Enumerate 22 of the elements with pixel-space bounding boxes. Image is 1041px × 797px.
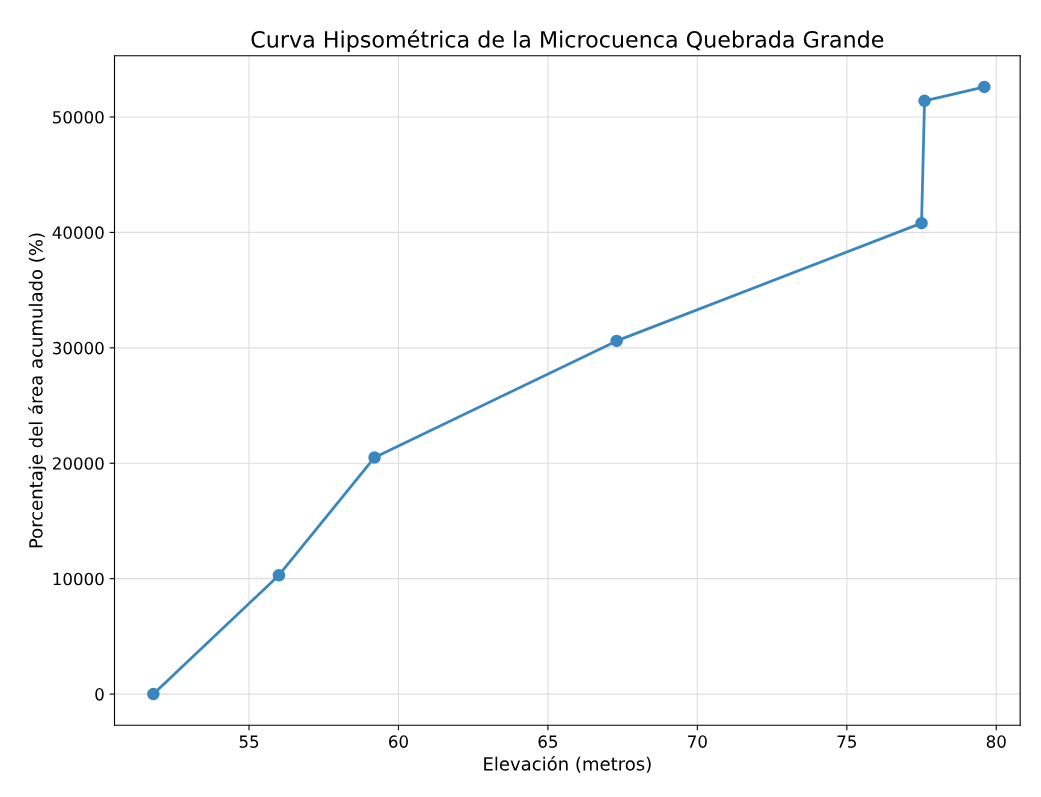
point (918, 94, 931, 108)
point (610, 334, 623, 348)
y-axis-title: Porcentaje del área acumulado (%) (28, 233, 47, 548)
y-tick-label: 50000 (53, 110, 104, 124)
point (368, 451, 381, 464)
point (915, 216, 928, 230)
x-axis-title: Elevación (metros) (484, 755, 651, 773)
y-tick-label: 0 (95, 688, 104, 701)
point (272, 568, 286, 582)
x-tick-label: 60 (389, 735, 408, 748)
chart-title: Curva Hipsométrica de la Microcuenca Quebrada Grande (251, 29, 884, 53)
x-tick-label: 65 (538, 735, 558, 748)
y-tick-label: 30000 (53, 341, 104, 355)
y-tick-label: 20000 (52, 457, 104, 470)
y-tick-label: 10000 (53, 572, 104, 586)
x-tick-label: 80 (986, 735, 1006, 748)
x-tick-label: 75 (837, 735, 856, 748)
x-tick-label: 55 (239, 735, 259, 748)
x-tick-label: 70 (688, 735, 707, 748)
point (147, 687, 160, 701)
y-tick-label: 40000 (52, 226, 104, 239)
point (978, 80, 991, 94)
